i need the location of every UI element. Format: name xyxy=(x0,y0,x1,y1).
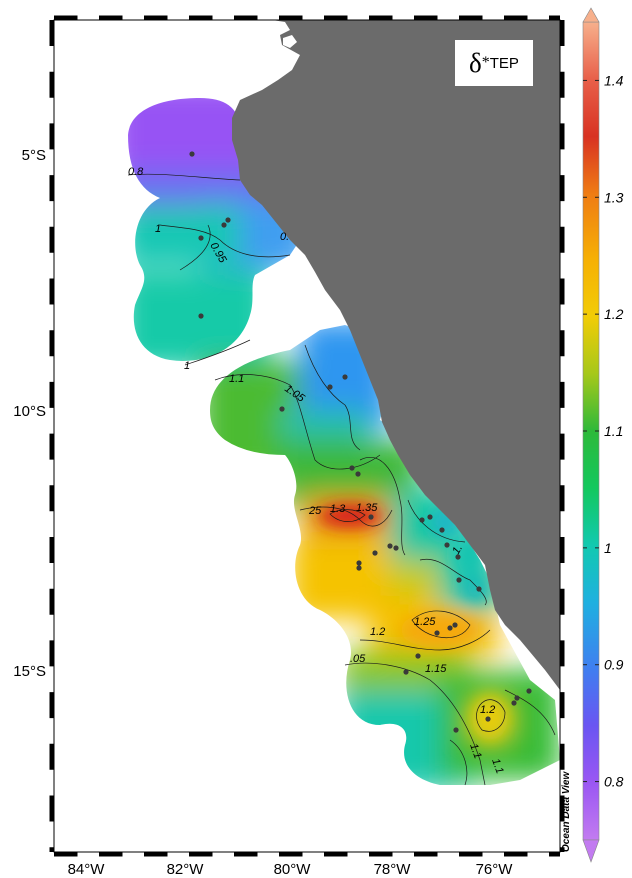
contour-label: 0. xyxy=(280,231,289,243)
contour-label: 0.8 xyxy=(128,166,144,178)
lon-tick-label: 76°W xyxy=(476,861,514,878)
attribution-label: Ocean Data View xyxy=(561,771,572,852)
contour-label: 1 xyxy=(155,223,161,235)
contour-label: 1.2 xyxy=(370,626,385,638)
colorbar-tick-label: 0.8 xyxy=(604,774,624,790)
colorbar-tick-label: 1.4 xyxy=(604,72,624,88)
map-frame xyxy=(49,15,565,857)
contour-label: 1.3 xyxy=(330,503,346,515)
contour-label: 1.1 xyxy=(489,757,506,775)
lat-tick-label: 10°S xyxy=(13,403,46,420)
contour-label: 1.35 xyxy=(356,502,378,514)
variable-subscript: TEP xyxy=(489,54,519,72)
map-area: 0.8 1 0.95 0. 1 1.1 1.05 25 1.3 1.35 1. … xyxy=(127,20,560,786)
contour-label: 1 xyxy=(184,360,190,372)
contour-label: 1.2 xyxy=(480,704,495,716)
colorbar-tick-label: 1 xyxy=(604,540,612,556)
lon-tick-label: 78°W xyxy=(374,861,412,878)
contour-label: 1.1 xyxy=(229,373,244,385)
colorbar-tick-label: 1.2 xyxy=(604,306,624,322)
contour-label: 1.1 xyxy=(467,742,484,760)
land-mass xyxy=(232,20,560,690)
contour-label: .05 xyxy=(350,653,366,665)
colorbar-tick-label: 1.3 xyxy=(604,189,624,205)
latitude-ticks: 5°S 10°S 15°S xyxy=(13,147,46,680)
variable-label-box: δ * TEP xyxy=(455,40,533,86)
lat-tick-label: 15°S xyxy=(13,663,46,680)
variable-symbol: δ xyxy=(469,47,482,78)
colorbar-bottom-arrow xyxy=(582,839,600,863)
contour-lines xyxy=(127,173,556,786)
contour-label: 1.25 xyxy=(414,616,436,628)
colorbar: 0.8 0.9 1 1.1 1.2 1.3 1.4 xyxy=(582,7,624,863)
colorbar-tick-label: 0.9 xyxy=(604,657,624,673)
contour-label: 25 xyxy=(308,505,322,517)
lon-tick-label: 84°W xyxy=(68,861,106,878)
lat-tick-label: 5°S xyxy=(22,147,46,164)
longitude-ticks: 84°W 82°W 80°W 78°W 76°W xyxy=(68,861,514,878)
lon-tick-label: 82°W xyxy=(167,861,205,878)
lon-tick-label: 80°W xyxy=(274,861,312,878)
colorbar-top-arrow xyxy=(582,7,600,23)
station-points xyxy=(189,151,532,733)
colorbar-tick-label: 1.1 xyxy=(604,423,623,439)
contour-label: 1.15 xyxy=(425,663,447,675)
variable-superscript: * xyxy=(481,54,490,71)
